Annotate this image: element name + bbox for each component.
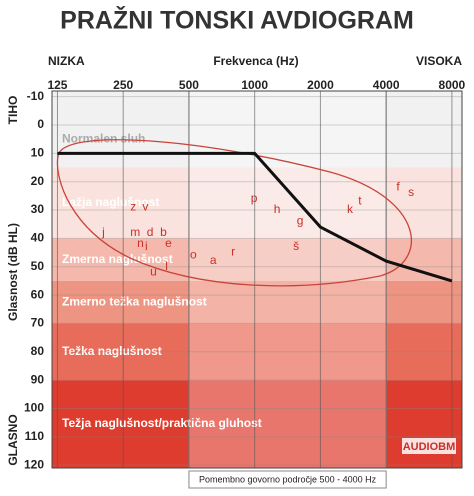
band-label: Težka naglušnost — [62, 344, 162, 358]
x-high-label: VISOKA — [416, 54, 462, 68]
y-bottom-label: GLASNO — [6, 414, 20, 465]
speech-sound: a — [210, 253, 217, 267]
y-tick-label: 30 — [31, 202, 45, 216]
y-tick-label: 110 — [25, 429, 45, 443]
speech-sound: e — [165, 236, 172, 250]
logo: AUDIOBM — [403, 441, 456, 453]
logo-bg — [402, 438, 456, 454]
y-tick-label: 10 — [31, 146, 45, 160]
speech-sound: r — [231, 245, 235, 259]
speech-sound: d — [147, 225, 154, 239]
hearing-band — [52, 280, 462, 324]
speech-sound: s — [408, 185, 414, 199]
y-label: Glasnost (dB HL) — [6, 223, 20, 321]
hearing-band — [52, 323, 462, 381]
speech-sound: v — [142, 199, 148, 213]
band-label: Lažja naglušnost — [62, 195, 159, 209]
speech-sound: i — [145, 239, 148, 253]
x-tick-label: 1000 — [241, 78, 268, 92]
x-low-label: NIZKA — [48, 54, 85, 68]
speech-sound: h — [274, 202, 281, 216]
band-label: Težja naglušnost/praktična gluhost — [62, 416, 262, 430]
x-tick-label: 500 — [179, 78, 199, 92]
speech-sound: g — [297, 214, 304, 228]
speech-sound: š — [293, 239, 299, 253]
band-label: Zmerna naglušnost — [62, 252, 173, 266]
y-tick-label: 120 — [24, 457, 44, 471]
speech-sound: u — [150, 265, 157, 279]
x-tick-label: 8000 — [439, 78, 466, 92]
y-tick-label: 20 — [31, 174, 45, 188]
speech-sound: z — [130, 199, 136, 213]
x-label: Frekvenca (Hz) — [213, 54, 298, 68]
speech-sound: n — [137, 236, 144, 250]
speech-sound: l — [165, 259, 168, 273]
speech-sound: f — [396, 180, 400, 194]
y-tick-label: 60 — [31, 287, 45, 301]
speech-sound: t — [358, 194, 362, 208]
hearing-band — [52, 167, 462, 239]
x-tick-label: 250 — [113, 78, 133, 92]
y-tick-label: 40 — [31, 231, 45, 245]
y-tick-label: -10 — [27, 89, 45, 103]
band-label: Zmerno težka naglušnost — [62, 294, 207, 308]
speech-sound: j — [101, 225, 105, 239]
hearing-band — [52, 380, 462, 468]
y-tick-label: 70 — [31, 316, 45, 330]
speech-region-box — [188, 470, 387, 489]
y-tick-label: 50 — [31, 259, 45, 273]
x-tick-label: 125 — [47, 78, 67, 92]
chart-title: PRAŽNI TONSKI AVDIOGRAM — [60, 5, 414, 35]
y-tick-label: 80 — [31, 344, 45, 358]
speech-banana — [56, 139, 413, 287]
y-tick-label: 100 — [24, 401, 44, 415]
y-tick-label: 0 — [37, 117, 44, 131]
speech-sound: m — [130, 225, 140, 239]
speech-region-label: Pomembno govorno področje 500 - 4000 Hz — [199, 474, 377, 484]
plot-border — [51, 90, 463, 469]
speech-sound: b — [160, 225, 167, 239]
speech-sound: p — [251, 191, 258, 205]
speech-sound: k — [347, 202, 354, 216]
y-tick-label: 90 — [31, 372, 45, 386]
threshold-line — [57, 151, 453, 283]
x-tick-label: 2000 — [307, 78, 334, 92]
y-top-label: TIHO — [6, 96, 20, 125]
speech-sound: o — [190, 248, 197, 262]
hearing-band — [52, 238, 462, 281]
x-tick-label: 4000 — [373, 78, 400, 92]
